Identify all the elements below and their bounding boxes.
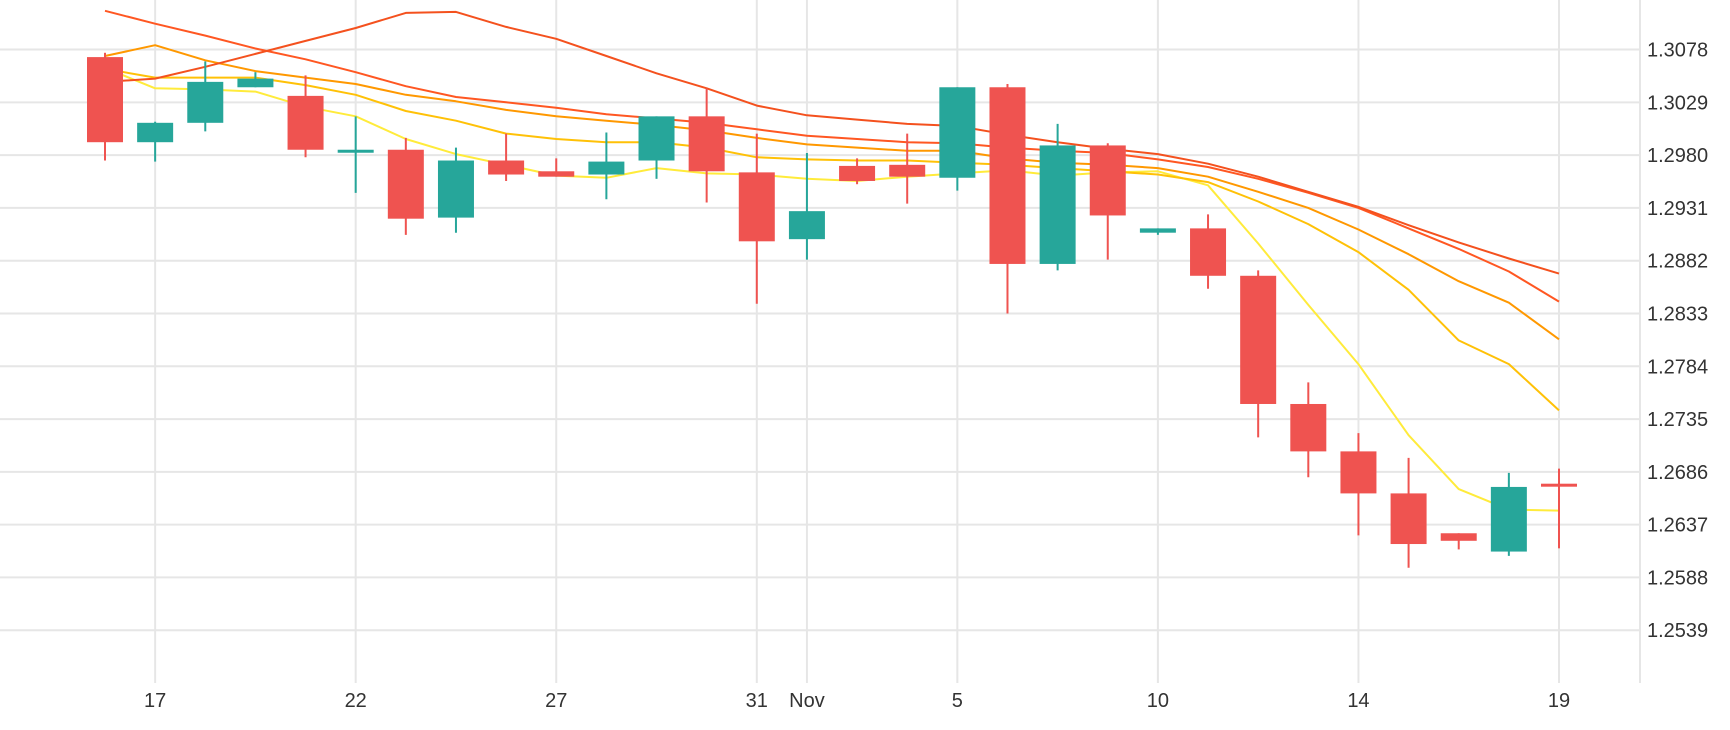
moving-average-line	[104, 10, 1560, 275]
candle	[287, 75, 324, 158]
candle-body	[1240, 275, 1277, 404]
y-tick-label: 1.3029	[1647, 92, 1708, 114]
candle	[1440, 533, 1477, 550]
y-tick-label: 1.2931	[1647, 198, 1708, 220]
candle	[1541, 468, 1577, 549]
x-tick-label: 10	[1147, 690, 1169, 712]
candle-body	[688, 116, 725, 172]
x-tick-label: 14	[1347, 690, 1369, 712]
candle-body	[237, 78, 274, 88]
candles	[87, 52, 1577, 568]
candle-body	[638, 116, 675, 161]
candle-body	[287, 95, 324, 150]
candle	[187, 61, 224, 132]
y-tick-label: 1.2980	[1647, 145, 1708, 167]
x-tick-label: 22	[345, 690, 367, 712]
moving-average-line	[104, 66, 1560, 512]
candle	[989, 84, 1026, 314]
x-tick-label: 19	[1548, 690, 1570, 712]
candle-body	[1541, 483, 1577, 487]
candle-body	[788, 211, 825, 240]
candle-body	[137, 122, 174, 143]
candle-body	[889, 164, 926, 177]
candle	[588, 132, 625, 200]
candle-body	[1089, 145, 1126, 216]
candle	[1240, 270, 1277, 438]
candle-body	[387, 149, 424, 219]
candle-body	[488, 160, 525, 175]
moving-average-lines	[104, 9, 1560, 512]
candle	[137, 121, 174, 162]
candle	[1290, 382, 1327, 478]
candle	[87, 52, 123, 161]
y-tick-label: 1.2539	[1647, 620, 1708, 642]
candle-body	[588, 161, 625, 175]
candle-body	[1440, 533, 1477, 541]
y-tick-label: 1.2833	[1647, 303, 1708, 325]
candle-body	[1139, 228, 1176, 233]
x-tick-label: 27	[545, 690, 567, 712]
candle	[437, 147, 474, 233]
candle	[1340, 433, 1377, 536]
candle	[939, 87, 976, 191]
candle	[387, 137, 424, 235]
candle	[889, 133, 926, 204]
candle	[1390, 457, 1427, 568]
candle-body	[1039, 145, 1076, 264]
candle-body	[1190, 228, 1227, 276]
y-tick-label: 1.2686	[1647, 462, 1708, 484]
candle	[688, 88, 725, 203]
candle	[1089, 143, 1126, 260]
candle-body	[1290, 403, 1327, 452]
candle	[839, 158, 876, 185]
grid	[0, 0, 1641, 683]
candle-body	[939, 87, 976, 178]
candle-body	[538, 171, 575, 177]
x-tick-label: 31	[746, 690, 768, 712]
y-tick-label: 1.3078	[1647, 40, 1708, 62]
moving-average-line	[104, 44, 1560, 341]
x-tick-label: Nov	[789, 690, 825, 712]
y-tick-label: 1.2588	[1647, 567, 1708, 589]
x-axis: 17 22 27 31 Nov 5 10 14 19	[144, 690, 1570, 712]
moving-average-line	[104, 67, 1560, 412]
y-axis: 1.3078 1.3029 1.2980 1.2931 1.2882 1.2833 1.27…	[1647, 40, 1708, 643]
candle	[738, 133, 775, 304]
candle-body	[738, 172, 775, 242]
candle-body	[989, 87, 1026, 264]
candle	[237, 72, 274, 88]
candle	[788, 152, 825, 260]
moving-average-line	[104, 9, 1560, 303]
candle-body	[1490, 486, 1527, 552]
candle	[538, 158, 575, 177]
candle-body	[87, 57, 123, 143]
x-tick-label: 5	[952, 690, 963, 712]
candle-body	[1340, 451, 1377, 494]
candle	[337, 116, 374, 193]
candle-body	[437, 160, 474, 218]
candle-body	[839, 165, 876, 181]
candle-body	[1390, 493, 1427, 545]
candle	[1190, 214, 1227, 289]
candle	[1139, 228, 1176, 235]
candle	[1039, 123, 1076, 271]
x-tick-label: 17	[144, 690, 166, 712]
candle	[638, 116, 675, 179]
y-tick-label: 1.2637	[1647, 515, 1708, 537]
y-tick-label: 1.2882	[1647, 251, 1708, 273]
candle	[1490, 472, 1527, 556]
candle-body	[187, 81, 224, 123]
y-tick-label: 1.2784	[1647, 356, 1708, 378]
y-tick-label: 1.2735	[1647, 409, 1708, 431]
candle	[488, 133, 525, 181]
candle-body	[337, 149, 374, 153]
